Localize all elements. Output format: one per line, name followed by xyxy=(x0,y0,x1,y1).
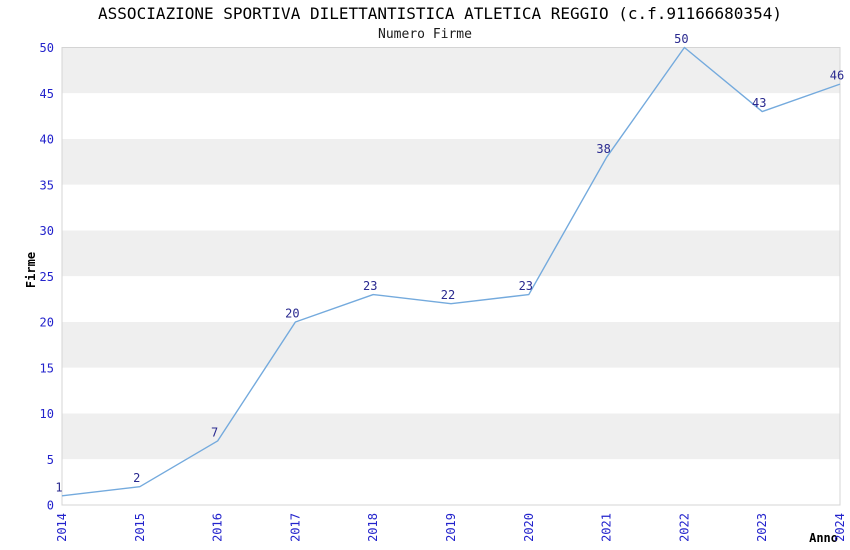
grid-band xyxy=(62,459,840,505)
plot-frame xyxy=(61,47,841,506)
chart-title: ASSOCIAZIONE SPORTIVA DILETTANTISTICA AT… xyxy=(98,4,782,23)
data-label: 2 xyxy=(133,471,140,485)
data-label: 1 xyxy=(55,480,62,494)
grid-band xyxy=(62,93,840,139)
y-tick-label: 30 xyxy=(40,224,54,238)
data-label: 23 xyxy=(519,279,533,293)
grid-bands xyxy=(62,47,840,505)
y-tick-label: 20 xyxy=(40,316,54,330)
x-axis-label: Anno xyxy=(809,531,838,545)
y-tick-label: 5 xyxy=(47,453,54,467)
data-labels: 1 2 7 20 23 22 23 38 50 43 46 xyxy=(55,32,844,494)
x-tick-label: 2020 xyxy=(522,513,536,542)
y-tick-label: 0 xyxy=(47,499,54,513)
y-tick-label: 50 xyxy=(40,41,54,55)
y-tick-label: 10 xyxy=(40,407,54,421)
x-tick-label: 2016 xyxy=(211,513,225,542)
data-label: 23 xyxy=(363,279,377,293)
x-tick-label: 2021 xyxy=(600,513,614,542)
grid-band xyxy=(62,139,840,185)
x-tick-label: 2017 xyxy=(288,513,302,542)
y-tick-label: 35 xyxy=(40,178,54,192)
x-tick-label: 2023 xyxy=(755,513,769,542)
grid-band xyxy=(62,47,840,94)
data-label: 7 xyxy=(211,425,218,439)
x-tick-label: 2018 xyxy=(366,513,380,542)
data-label: 20 xyxy=(285,307,299,321)
y-tick-label: 45 xyxy=(40,87,54,101)
y-tick-label: 40 xyxy=(40,133,54,147)
data-label: 38 xyxy=(596,142,610,156)
x-tick-label: 2024 xyxy=(833,513,847,542)
data-label: 22 xyxy=(441,288,455,302)
y-tick-label: 25 xyxy=(40,270,54,284)
grid-band xyxy=(62,413,840,460)
grid-band xyxy=(62,367,840,414)
y-tick-labels: 0 5 10 15 20 25 30 35 40 45 50 xyxy=(40,41,54,513)
y-tick-label: 15 xyxy=(40,361,54,375)
data-label: 46 xyxy=(830,69,844,83)
data-label: 43 xyxy=(752,96,766,110)
series-line xyxy=(61,46,841,497)
grid-band xyxy=(62,230,840,277)
x-tick-label: 2015 xyxy=(133,513,147,542)
grid-band xyxy=(62,322,840,368)
x-tick-label: 2019 xyxy=(444,513,458,542)
grid-band xyxy=(62,184,840,231)
chart-subtitle: Numero Firme xyxy=(378,27,472,42)
grid-band xyxy=(62,276,840,322)
data-label: 50 xyxy=(674,32,688,46)
x-tick-labels: 2014 2015 2016 2017 2018 2019 2020 2021 2022 2023… xyxy=(55,513,847,542)
x-tick-label: 2014 xyxy=(55,513,69,542)
x-tick-label: 2022 xyxy=(677,513,691,542)
